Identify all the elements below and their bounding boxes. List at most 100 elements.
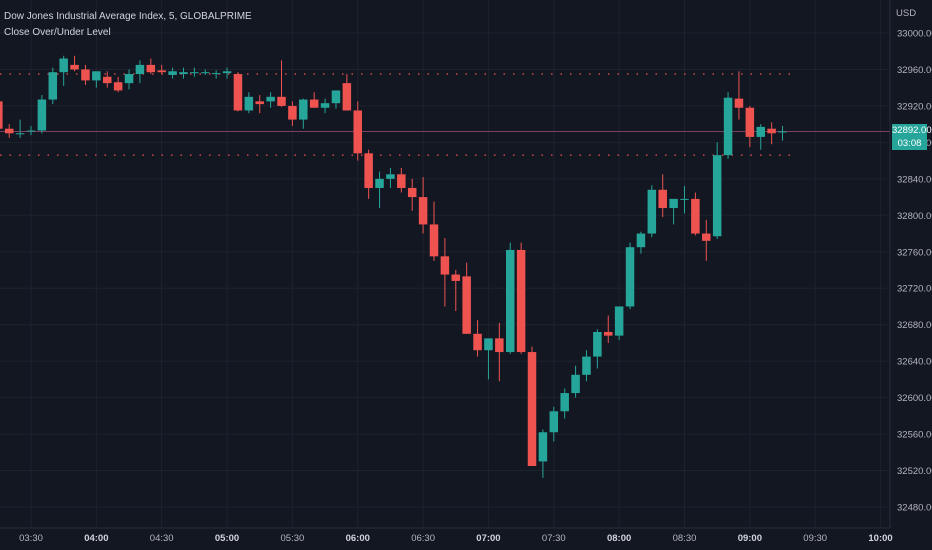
indicator-title[interactable]: Close Over/Under Level xyxy=(4,27,111,38)
candle xyxy=(168,67,177,79)
candle xyxy=(59,55,68,86)
candle xyxy=(277,60,286,107)
candle xyxy=(37,94,47,134)
candle-body xyxy=(462,276,471,334)
time-tick-label: 08:00 xyxy=(607,533,631,544)
candle-body xyxy=(233,74,243,111)
candle-body xyxy=(255,101,264,105)
candle xyxy=(647,185,657,238)
candle xyxy=(778,125,787,141)
candle-body xyxy=(37,99,47,131)
candle-body xyxy=(342,83,352,111)
candle xyxy=(691,192,700,236)
candle-body xyxy=(527,352,537,466)
time-tick-label: 04:00 xyxy=(84,533,108,544)
time-tick-label: 05:30 xyxy=(281,533,305,544)
candle xyxy=(233,72,243,112)
candle-body xyxy=(614,306,624,336)
candle xyxy=(81,64,90,85)
candle xyxy=(331,90,341,109)
price-tick-label: 32960.00 xyxy=(897,65,932,76)
price-tick-label: 32800.00 xyxy=(897,211,932,222)
time-tick-label: 08:30 xyxy=(673,533,697,544)
candle-body xyxy=(625,247,635,307)
candle xyxy=(211,70,221,79)
candle-body xyxy=(756,126,765,137)
close-level-lines xyxy=(0,73,890,156)
candle-body xyxy=(320,103,330,108)
candle xyxy=(429,201,439,261)
candle-body xyxy=(375,178,384,188)
price-tick-label: 32560.00 xyxy=(897,430,932,441)
candle-body xyxy=(538,432,548,462)
time-tick-label: 03:30 xyxy=(19,533,43,544)
candle-body xyxy=(397,174,406,188)
candle xyxy=(604,315,613,343)
candle-body xyxy=(4,128,14,134)
candle-body xyxy=(778,131,787,133)
candle-body xyxy=(604,331,613,336)
time-tick-label: 05:00 xyxy=(215,533,239,544)
candle-body xyxy=(146,64,156,73)
candle xyxy=(157,64,166,75)
candle xyxy=(70,55,79,72)
candle-body xyxy=(331,90,341,104)
candle xyxy=(146,58,156,75)
time-tick-label: 04:30 xyxy=(150,533,174,544)
time-axis[interactable]: 03:30 04:00 04:30 05:00 05:30 06:00 06:30 07:00… xyxy=(19,533,893,544)
candle xyxy=(48,67,58,105)
candle xyxy=(407,178,417,211)
candle xyxy=(255,94,264,114)
candle-body xyxy=(767,128,776,134)
price-tick-label: 32600.00 xyxy=(897,393,932,404)
time-tick-label: 07:30 xyxy=(542,533,566,544)
candle-body xyxy=(549,411,559,433)
candle xyxy=(222,67,232,79)
candle xyxy=(309,92,319,108)
candle-body xyxy=(0,101,3,129)
candle-body xyxy=(124,74,134,84)
candle-body xyxy=(712,155,722,237)
candle xyxy=(560,388,569,419)
candle xyxy=(0,101,3,129)
candle xyxy=(113,76,123,93)
candle-body xyxy=(211,73,221,75)
candle xyxy=(244,92,254,114)
price-tick-label: 33000.00 xyxy=(897,29,932,40)
candle xyxy=(625,242,635,310)
candle-body xyxy=(102,76,112,84)
symbol-title[interactable]: Dow Jones Industrial Average Index, 5, G… xyxy=(4,11,252,22)
candle xyxy=(342,74,352,111)
chart-legend: Dow Jones Industrial Average Index, 5, G… xyxy=(4,9,252,41)
candle-body xyxy=(59,58,68,73)
candle xyxy=(473,320,482,357)
candle xyxy=(712,142,722,240)
candle xyxy=(190,67,199,77)
candle-body xyxy=(113,82,123,91)
candle xyxy=(505,242,515,354)
candle-body xyxy=(288,105,297,120)
candle xyxy=(538,429,548,478)
time-tick-label: 06:30 xyxy=(411,533,435,544)
time-tick-label: 07:00 xyxy=(476,533,500,544)
candle-body xyxy=(81,69,90,81)
candle-body xyxy=(593,331,602,357)
candle xyxy=(593,329,602,369)
candle-body xyxy=(70,64,79,70)
candle-body xyxy=(582,356,591,375)
candle xyxy=(767,122,776,145)
candle-body xyxy=(516,249,526,353)
price-tick-label: 32520.00 xyxy=(897,466,932,477)
price-axis[interactable]: 33000.0032960.0032920.0032880.0032840.00… xyxy=(897,29,932,514)
candle xyxy=(135,60,145,84)
candle-body xyxy=(386,174,395,179)
candle-body xyxy=(745,107,755,137)
candle-body xyxy=(364,153,373,188)
candle-body xyxy=(702,233,711,241)
candle xyxy=(702,219,711,261)
candle-body xyxy=(734,98,744,108)
candle-body xyxy=(135,64,145,75)
price-tick-label: 32480.00 xyxy=(897,503,932,514)
candle-body xyxy=(92,71,101,81)
